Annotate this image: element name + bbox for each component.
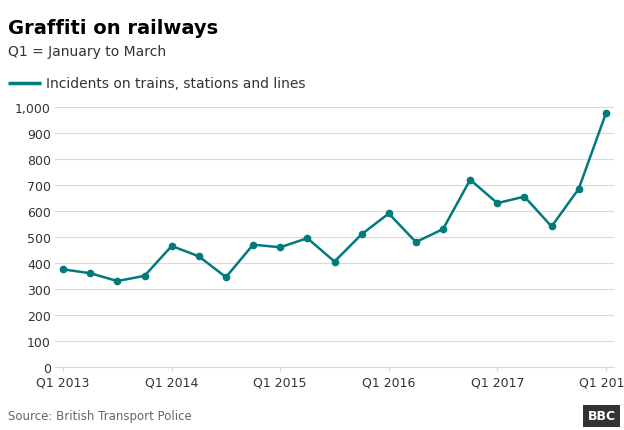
Text: Q1 = January to March: Q1 = January to March [8, 45, 166, 59]
Text: Graffiti on railways: Graffiti on railways [8, 19, 218, 38]
Text: Source: British Transport Police: Source: British Transport Police [8, 409, 192, 422]
Text: BBC: BBC [588, 409, 616, 422]
Text: Incidents on trains, stations and lines: Incidents on trains, stations and lines [46, 77, 305, 91]
